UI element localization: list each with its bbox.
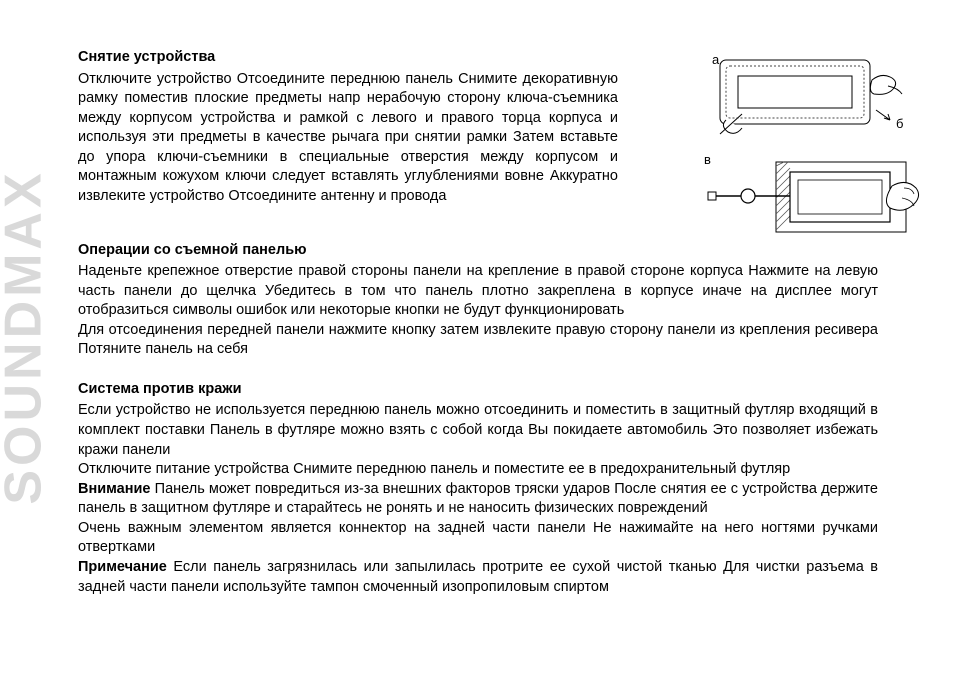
brand-text: SOUNDMAX — [0, 169, 54, 504]
label-b: б — [896, 116, 903, 131]
text-removal: Отключите устройство Отсоедините передню… — [78, 70, 618, 207]
label-a: а — [712, 52, 720, 67]
text-anti-theft-1: Если устройство не используется переднюю… — [78, 401, 878, 460]
illustration-block: а б в — [690, 50, 922, 250]
section-anti-theft: Система против кражи Если устройство не … — [78, 380, 878, 597]
warning-label: Внимание — [78, 481, 150, 497]
note-label: Примечание — [78, 559, 167, 575]
label-v: в — [704, 152, 711, 167]
text-panel-ops-2: Для отсоединения передней панели нажмите… — [78, 321, 878, 360]
text-anti-theft-3: Очень важным элементом является коннекто… — [78, 519, 878, 558]
brand-sidebar: SOUNDMAX — [0, 0, 54, 673]
heading-anti-theft: Система против кражи — [78, 380, 878, 400]
warning-text: Панель может повредиться из-за внешних ф… — [78, 481, 878, 517]
text-panel-ops-1: Наденьте крепежное отверстие правой стор… — [78, 262, 878, 321]
warning-block: Внимание Панель может повредиться из-за … — [78, 480, 878, 519]
device-diagram: а б в — [690, 50, 922, 250]
note-block: Примечание Если панель загрязнилась или … — [78, 558, 878, 597]
note-text: Если панель загрязнилась или запылилась … — [78, 559, 878, 595]
section-panel-ops: Операции со съемной панелью Наденьте кре… — [78, 241, 878, 360]
text-anti-theft-2: Отключите питание устройства Снимите пер… — [78, 460, 878, 480]
